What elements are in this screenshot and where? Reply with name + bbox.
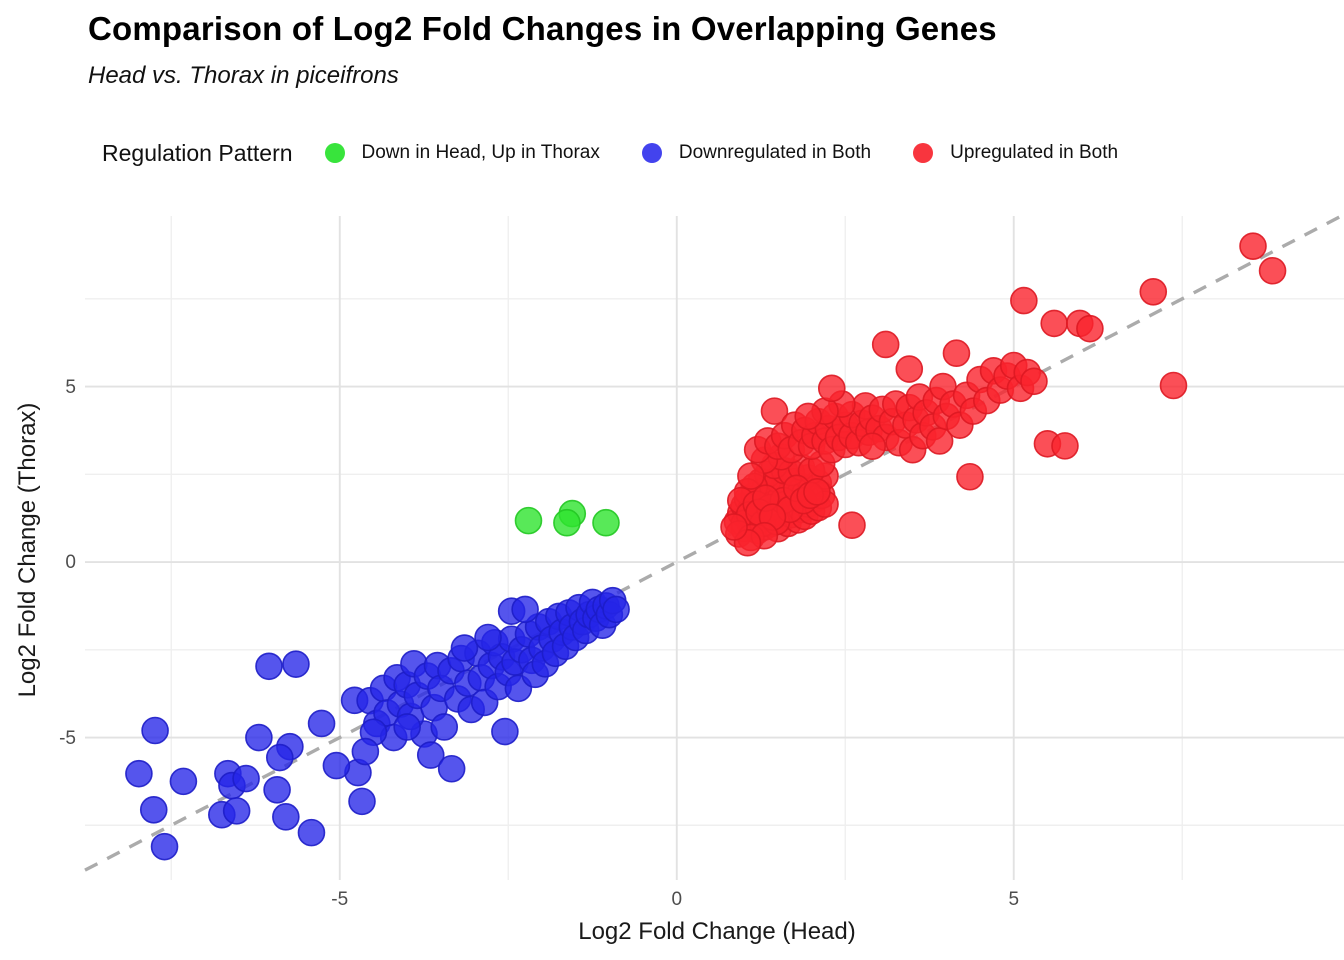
data-point bbox=[1159, 371, 1188, 400]
x-tick-label: 0 bbox=[671, 889, 683, 910]
data-point bbox=[737, 462, 765, 490]
x-tick-label: 5 bbox=[1008, 889, 1020, 910]
data-point bbox=[272, 803, 300, 831]
legend-title: Regulation Pattern bbox=[102, 139, 293, 166]
data-point bbox=[760, 397, 789, 425]
x-tick-label: -5 bbox=[331, 889, 349, 910]
data-point bbox=[437, 754, 466, 783]
legend-item-label: Upregulated in Both bbox=[950, 142, 1119, 163]
data-point bbox=[858, 432, 887, 461]
data-point bbox=[871, 330, 900, 359]
data-point bbox=[1076, 314, 1104, 343]
y-tick-label: 0 bbox=[65, 552, 76, 574]
data-point bbox=[1239, 232, 1267, 260]
data-point bbox=[838, 511, 866, 539]
y-tick-label: 5 bbox=[65, 376, 76, 398]
data-point bbox=[297, 818, 326, 847]
data-point bbox=[139, 796, 168, 824]
red-dot-icon bbox=[913, 143, 934, 163]
data-point bbox=[416, 741, 445, 769]
x-axis-title: Log2 Fold Change (Head) bbox=[578, 918, 856, 945]
data-point bbox=[553, 508, 581, 537]
data-point bbox=[169, 767, 198, 796]
data-point bbox=[125, 759, 153, 788]
legend-item-downregulated-both: Downregulated in Both bbox=[641, 142, 872, 164]
legend-item-down-head-up-thorax: Down in Head, Up in Thorax bbox=[324, 142, 600, 164]
legend-item-label: Downregulated in Both bbox=[678, 142, 872, 163]
data-point bbox=[794, 402, 822, 431]
green-dot-icon bbox=[324, 143, 345, 163]
data-point bbox=[602, 595, 630, 624]
data-point bbox=[956, 462, 984, 491]
data-point bbox=[514, 506, 543, 535]
legend-item-label: Down in Head, Up in Thorax bbox=[361, 142, 600, 163]
data-point bbox=[348, 787, 376, 816]
data-point bbox=[322, 751, 351, 780]
legend: Regulation Pattern Down in Head, Up in T… bbox=[102, 134, 1118, 172]
data-point bbox=[430, 713, 459, 741]
data-point bbox=[1139, 278, 1168, 306]
blue-dot-icon bbox=[641, 143, 662, 163]
data-point bbox=[942, 339, 971, 368]
data-point bbox=[592, 508, 620, 537]
data-point bbox=[393, 713, 421, 741]
page-title: Comparison of Log2 Fold Changes in Overl… bbox=[88, 10, 997, 47]
data-point bbox=[1020, 367, 1048, 396]
legend-item-upregulated-both: Upregulated in Both bbox=[913, 142, 1118, 164]
data-point bbox=[282, 650, 310, 678]
data-point bbox=[351, 737, 380, 766]
data-point bbox=[307, 709, 336, 738]
data-point bbox=[255, 652, 283, 681]
data-point bbox=[263, 776, 291, 804]
data-point bbox=[1040, 309, 1068, 338]
data-point bbox=[1258, 256, 1287, 285]
identity-reference-line bbox=[84, 214, 1343, 872]
data-point bbox=[222, 797, 251, 825]
chart-subtitle: Head vs. Thorax in piceifrons bbox=[88, 62, 399, 89]
data-point bbox=[232, 764, 260, 793]
data-point bbox=[474, 623, 502, 652]
data-point bbox=[245, 723, 273, 752]
data-point bbox=[150, 832, 179, 861]
data-point bbox=[450, 634, 479, 662]
data-point bbox=[511, 595, 539, 624]
data-point bbox=[1051, 432, 1079, 460]
data-point bbox=[817, 374, 846, 403]
data-point bbox=[1010, 286, 1038, 315]
y-tick-label: -5 bbox=[59, 727, 76, 749]
data-point bbox=[491, 717, 519, 746]
data-point bbox=[141, 716, 169, 745]
y-axis-title: Log2 Fold Change (Thorax) bbox=[14, 402, 41, 698]
data-point bbox=[803, 478, 831, 506]
data-point bbox=[720, 513, 748, 541]
data-point bbox=[895, 355, 924, 383]
data-point bbox=[265, 743, 294, 772]
